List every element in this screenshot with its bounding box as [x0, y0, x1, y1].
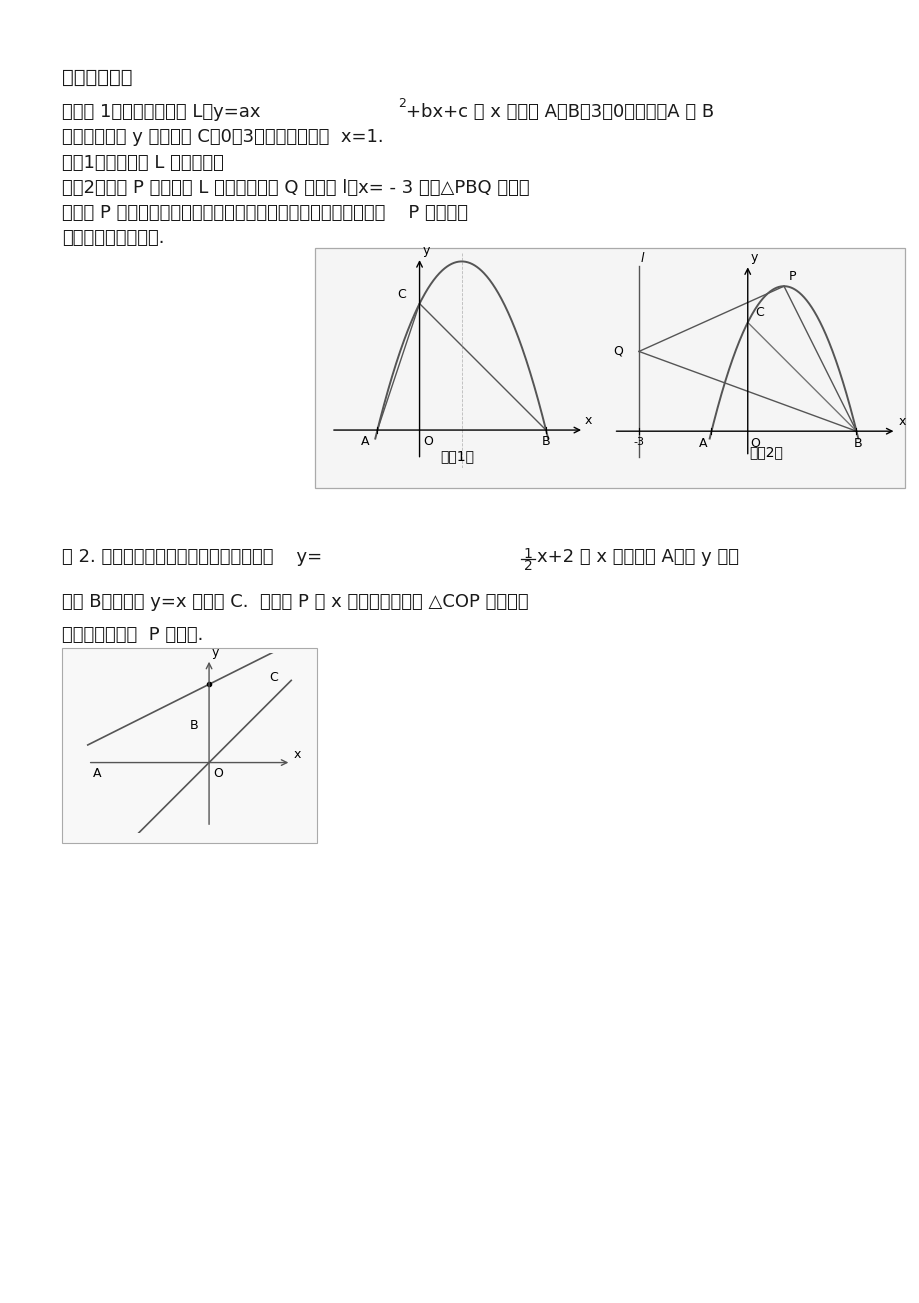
Text: 的左侧），与 y 轴交于点 C（0，3），已知对称轴  x=1.: 的左侧），与 y 轴交于点 C（0，3），已知对称轴 x=1. — [62, 128, 383, 146]
Text: x: x — [293, 748, 301, 761]
Text: 图（1）: 图（1） — [440, 450, 474, 463]
Text: Q: Q — [612, 345, 622, 358]
Text: 三、例题学习: 三、例题学习 — [62, 68, 132, 87]
Text: C: C — [397, 288, 405, 301]
Text: A: A — [698, 437, 707, 450]
Text: 为以点 P 为直角顶点的等腰直角三角形？若能，求出符合条件的点    P 的坐标；: 为以点 P 为直角顶点的等腰直角三角形？若能，求出符合条件的点 P 的坐标； — [62, 205, 468, 222]
Text: 于点 B，与直线 y=x 交于点 C.  已知点 P 是 x 轴上的一点，若 △COP 是等腰三: 于点 B，与直线 y=x 交于点 C. 已知点 P 是 x 轴上的一点，若 △C… — [62, 593, 528, 611]
Text: 图（2）: 图（2） — [748, 446, 782, 460]
Text: x: x — [897, 416, 904, 429]
Text: 例 2. 如图，已知平面直角坐标系中，直线    y=: 例 2. 如图，已知平面直角坐标系中，直线 y= — [62, 549, 322, 566]
Text: C: C — [269, 671, 278, 684]
Text: A: A — [93, 767, 102, 780]
Text: 角形，直接写点  P 的坐标.: 角形，直接写点 P 的坐标. — [62, 625, 203, 644]
Text: B: B — [189, 719, 198, 732]
Text: 例 1：如图，抛物线 L：y=ax: 例 1：如图，抛物线 L：y=ax — [62, 103, 260, 121]
Text: A: A — [360, 435, 369, 448]
Text: y: y — [422, 244, 429, 257]
Text: B: B — [541, 435, 550, 448]
Bar — [62, 648, 317, 843]
Text: +bx+c 与 x 轴交于 A、B（3，0）两点（A 在 B: +bx+c 与 x 轴交于 A、B（3，0）两点（A 在 B — [405, 103, 713, 121]
Text: l: l — [641, 253, 643, 266]
Text: C: C — [754, 306, 763, 319]
Text: 若不能，请说明理由.: 若不能，请说明理由. — [62, 229, 165, 248]
Text: O: O — [423, 435, 432, 448]
Bar — [314, 248, 904, 489]
Text: O: O — [212, 767, 222, 780]
Text: B: B — [853, 437, 862, 450]
Text: （2）设点 P 是抛物线 L 上任一点，点 Q 在直线 l：x= - 3 上，△PBQ 能否成: （2）设点 P 是抛物线 L 上任一点，点 Q 在直线 l：x= - 3 上，△… — [62, 179, 529, 197]
Text: x: x — [584, 413, 592, 426]
Text: （1）求抛物线 L 的解析式；: （1）求抛物线 L 的解析式； — [62, 154, 223, 172]
Text: -3: -3 — [633, 437, 644, 447]
Text: y: y — [750, 251, 757, 265]
Text: y: y — [211, 646, 219, 659]
Text: 2: 2 — [523, 559, 532, 573]
Text: 2: 2 — [398, 96, 405, 109]
Text: 1: 1 — [523, 547, 532, 562]
Text: O: O — [750, 437, 760, 450]
Text: P: P — [788, 270, 795, 283]
Text: x+2 与 x 轴交于点 A，与 y 轴交: x+2 与 x 轴交于点 A，与 y 轴交 — [537, 549, 738, 566]
